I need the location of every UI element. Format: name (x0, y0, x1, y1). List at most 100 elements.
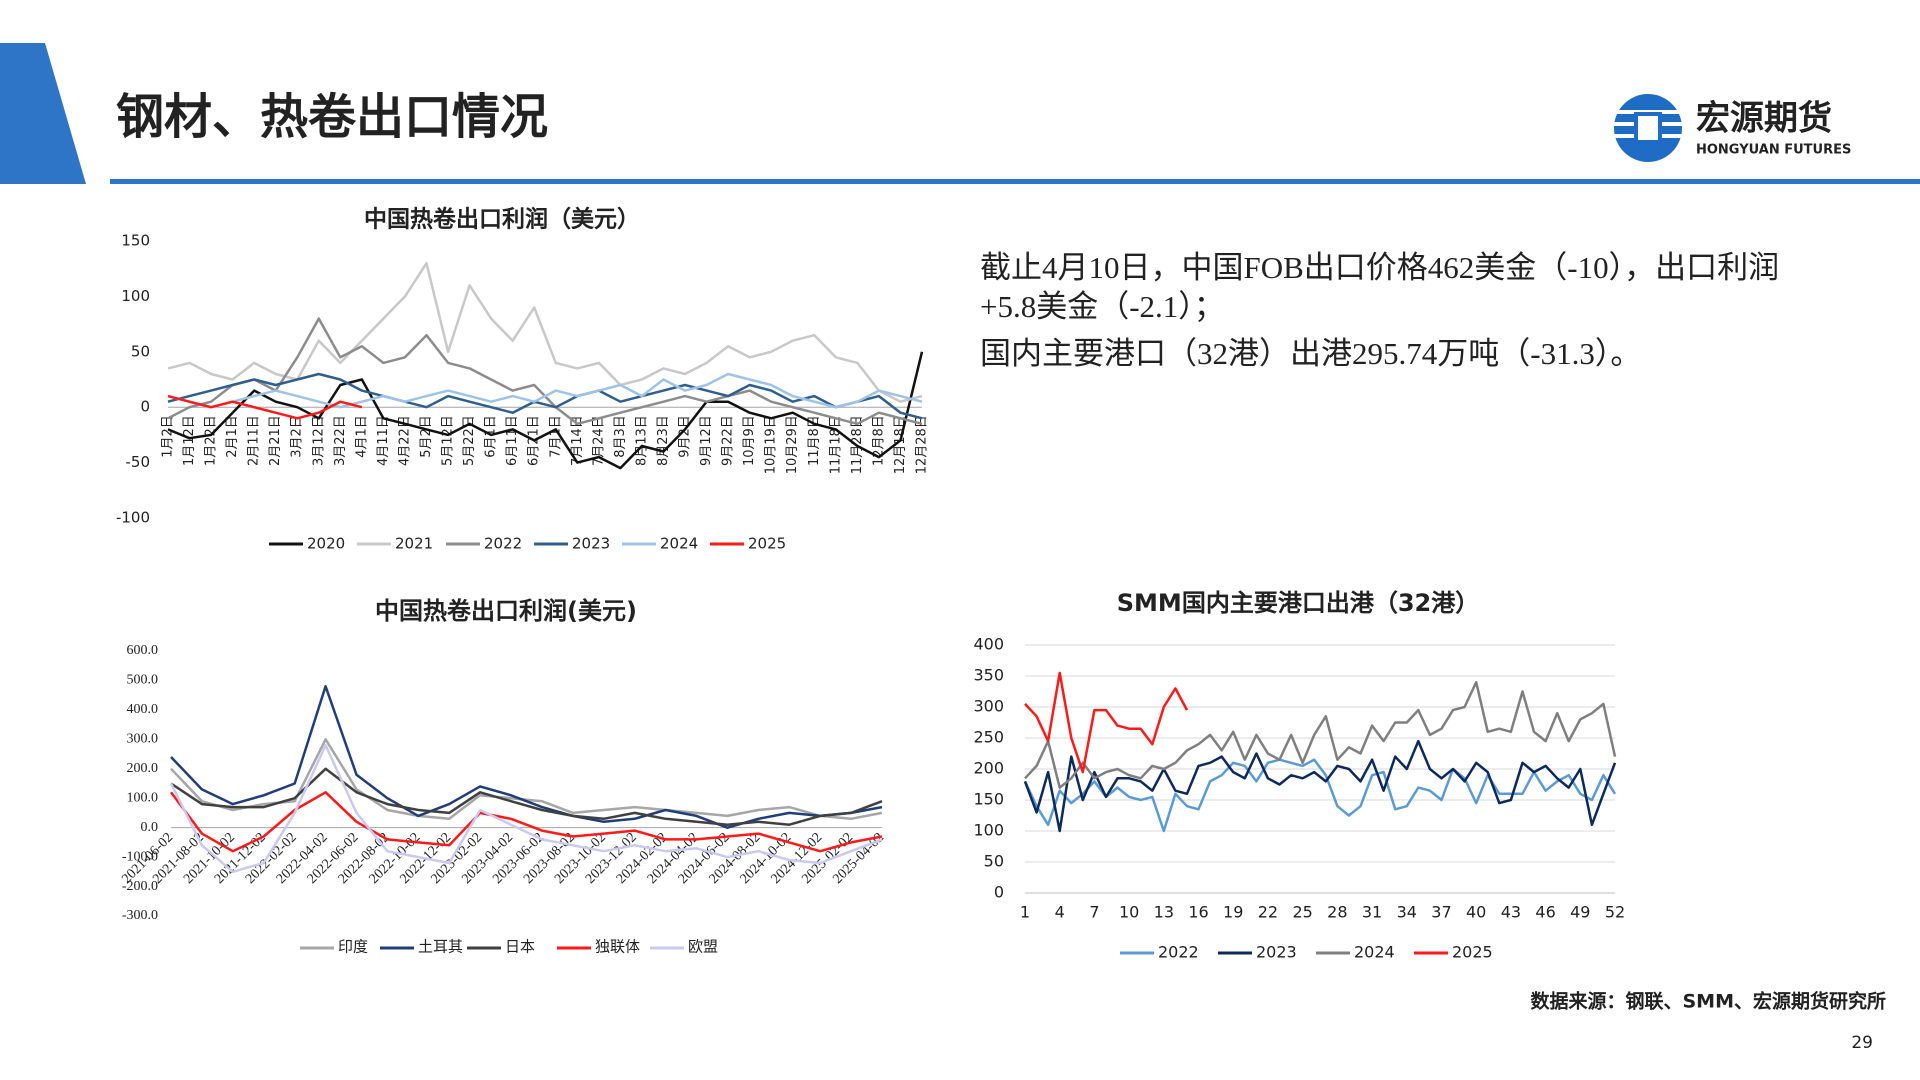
x-tick-label: 1月12日 (182, 415, 197, 466)
x-tick-label: 8月3日 (613, 415, 628, 458)
logo-subtitle: HONGYUAN FUTURES (1696, 143, 1851, 158)
legend-label: 印度 (338, 938, 368, 955)
legend-label: 2024 (660, 535, 698, 553)
series-line (169, 791, 883, 853)
x-tick-label: 11月8日 (807, 415, 822, 466)
x-tick-label: 43 (1501, 903, 1521, 922)
legend-label: 2022 (1158, 943, 1199, 962)
x-tick-label: 52 (1605, 903, 1625, 922)
x-tick-label: 2月1日 (225, 415, 240, 458)
x-tick-label: 8月23日 (656, 415, 671, 466)
series-line (170, 767, 883, 826)
x-tick-label: 2月21日 (268, 415, 283, 466)
x-tick-label: 1月2日 (161, 415, 176, 458)
y-tick-label: 150 (121, 232, 150, 250)
logo-name: 宏源期货 (1696, 99, 1832, 139)
commentary-line: 国内主要港口（32港）出港295.74万吨（-31.3）。 (980, 336, 1642, 371)
y-tick-label: 0.0 (141, 820, 159, 835)
y-tick-label: 300.0 (127, 732, 159, 747)
legend-label: 2024 (1354, 943, 1395, 962)
y-tick-label: 250 (973, 728, 1004, 747)
x-tick-label: 7月1日 (548, 415, 563, 458)
corner-decoration (0, 43, 86, 184)
commentary: 截止4月10日，中国FOB出口价格462美金（-10），出口利润+5.8美金（-… (980, 248, 1820, 381)
legend-label: 2025 (1452, 943, 1493, 962)
x-tick-label: 31 (1362, 903, 1382, 922)
y-tick-label: 100 (973, 821, 1004, 840)
legend-label: 2025 (748, 535, 786, 553)
y-tick-label: 350 (973, 666, 1004, 685)
x-tick-label: 3月12日 (311, 415, 326, 466)
y-tick-label: -50 (126, 453, 151, 471)
x-tick-label: 25 (1292, 903, 1312, 922)
chart-title: SMM国内主要港口出港（32港） (1117, 589, 1479, 617)
x-tick-label: 4月11日 (376, 415, 391, 466)
commentary-line: 截止4月10日，中国FOB出口价格462美金（-10），出口利润+5.8美金（-… (980, 250, 1780, 324)
legend-label: 独联体 (595, 938, 640, 955)
x-tick-label: 10月29日 (785, 415, 800, 474)
y-tick-label: 150 (973, 790, 1004, 809)
x-tick-label: 16 (1188, 903, 1208, 922)
x-tick-label: 5月22日 (462, 415, 477, 466)
y-tick-label: 0 (140, 398, 150, 416)
x-tick-label: 9月12日 (699, 415, 714, 466)
slide-title: 钢材、热卷出口情况 (116, 89, 548, 145)
y-tick-label: 100.0 (127, 790, 159, 805)
x-tick-label: 2月11日 (247, 415, 262, 466)
x-tick-label: 7月14日 (570, 415, 585, 466)
x-tick-label: 12月28日 (915, 415, 930, 474)
x-tick-label: 3月2日 (290, 415, 305, 458)
y-tick-label: -100 (116, 509, 150, 527)
x-tick-label: 12月8日 (871, 415, 886, 466)
legend-label: 2023 (572, 535, 610, 553)
legend-label: 2022 (484, 535, 522, 553)
legend-label: 日本 (505, 938, 535, 955)
y-tick-label: 300 (973, 697, 1004, 716)
page-number: 29 (1851, 1033, 1873, 1053)
series-line (1024, 680, 1617, 789)
y-tick-label: 0 (994, 883, 1004, 902)
y-tick-label: 200.0 (127, 761, 159, 776)
y-tick-label: 400 (973, 635, 1004, 654)
series-line (167, 351, 924, 470)
x-tick-label: 6月11日 (505, 415, 520, 466)
y-tick-label: -200.0 (122, 879, 158, 894)
legend-label: 欧盟 (688, 938, 718, 955)
legend-label: 2020 (307, 535, 345, 553)
x-tick-label: 4月22日 (397, 415, 412, 466)
x-tick-label: 28 (1327, 903, 1347, 922)
y-tick-label: 100 (121, 287, 150, 305)
header-rule (110, 179, 1920, 184)
y-tick-label: -100.0 (122, 849, 158, 864)
logo-square (1634, 112, 1662, 144)
x-tick-label: 1 (1020, 903, 1030, 922)
y-tick-label: -300.0 (122, 908, 158, 923)
series-line (1023, 758, 1617, 833)
x-tick-label: 19 (1223, 903, 1243, 922)
x-tick-label: 10月9日 (742, 415, 757, 466)
series-line (167, 372, 923, 420)
x-tick-label: 4 (1055, 903, 1065, 922)
x-tick-label: 37 (1431, 903, 1451, 922)
y-tick-label: 200 (973, 759, 1004, 778)
series-line (1024, 671, 1189, 774)
legend-label: 2021 (395, 535, 433, 553)
x-tick-label: 49 (1570, 903, 1590, 922)
x-tick-label: 34 (1397, 903, 1417, 922)
x-tick-label: 7月24日 (591, 415, 606, 466)
source-note: 数据来源：钢联、SMM、宏源期货研究所 (1531, 990, 1887, 1013)
y-tick-label: 500.0 (127, 673, 159, 688)
series-line (169, 743, 883, 874)
x-tick-label: 40 (1466, 903, 1486, 922)
x-tick-label: 11月18日 (828, 415, 843, 474)
series-line (170, 738, 883, 821)
x-tick-label: 5月12日 (441, 415, 456, 466)
x-tick-label: 7 (1089, 903, 1099, 922)
x-tick-label: 5月2日 (419, 415, 434, 458)
legend-label: 2023 (1256, 943, 1297, 962)
x-tick-label: 8月13日 (634, 415, 649, 466)
x-tick-label: 10月19日 (764, 415, 779, 474)
x-tick-label: 13 (1154, 903, 1174, 922)
